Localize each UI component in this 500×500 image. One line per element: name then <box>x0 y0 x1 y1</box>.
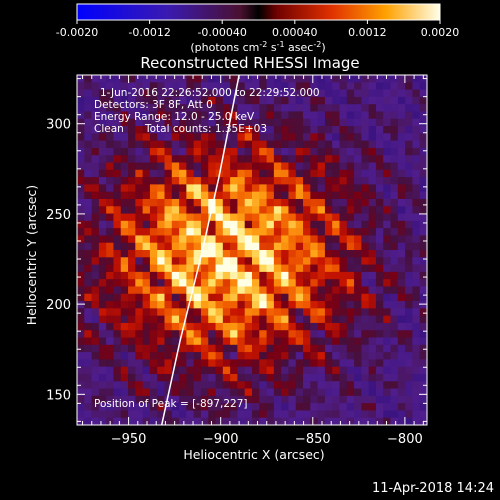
colorbar-ticks: -0.0020 -0.0012 -0.00040 0.00040 0.0012 0.002… <box>56 20 459 39</box>
colorbar-tick-label: -0.0012 <box>128 26 170 39</box>
solar-limb-line <box>160 75 240 425</box>
x-tick-label: −850 <box>295 432 331 447</box>
colorbar-tick-label: 0.00040 <box>272 26 318 39</box>
y-tick-label: 200 <box>46 298 71 313</box>
colorbar-units: (photons cm-2 s-1 asec-2) <box>190 40 325 54</box>
y-axis-label: Heliocentric Y (arcsec) <box>24 185 39 325</box>
heatmap-image <box>77 75 427 425</box>
chart-title: Reconstructed RHESSI Image <box>140 54 359 72</box>
y-tick-label: 300 <box>46 118 71 133</box>
x-axis-label: Heliocentric X (arcsec) <box>183 447 324 462</box>
x-tick-label: −950 <box>111 432 147 447</box>
annotation-detectors: Detectors: 3F 8F, Att 0 <box>94 99 213 111</box>
date-stamp: 11-Apr-2018 14:24 <box>372 481 494 496</box>
y-tick-label: 150 <box>46 388 71 403</box>
plot-frame <box>76 74 428 426</box>
colorbar-tick-label: -0.00040 <box>197 26 246 39</box>
colorbar-tick-label: 0.0020 <box>421 26 460 39</box>
annotation-energy: Energy Range: 12.0 - 25.0 keV <box>94 111 255 123</box>
annotation-method: Clean <box>94 123 124 135</box>
x-tick-label: −800 <box>387 432 423 447</box>
y-tick-label: 250 <box>46 208 71 223</box>
annotations: 1-Jun-2016 22:26:52.000 to 22:29:52.000 … <box>94 87 320 410</box>
axis-ticks: −950 −900 −850 −800 150 200 250 300 <box>46 75 427 447</box>
colorbar <box>76 3 441 21</box>
annotation-peak: Position of Peak = [-897,227] <box>94 398 248 410</box>
colorbar-tick-label: -0.0020 <box>56 26 98 39</box>
annotation-time: 1-Jun-2016 22:26:52.000 to 22:29:52.000 <box>100 87 320 99</box>
x-tick-label: −900 <box>203 432 239 447</box>
annotation-counts: Total counts: 1.35E+03 <box>144 123 267 135</box>
colorbar-tick-label: 0.0012 <box>348 26 387 39</box>
